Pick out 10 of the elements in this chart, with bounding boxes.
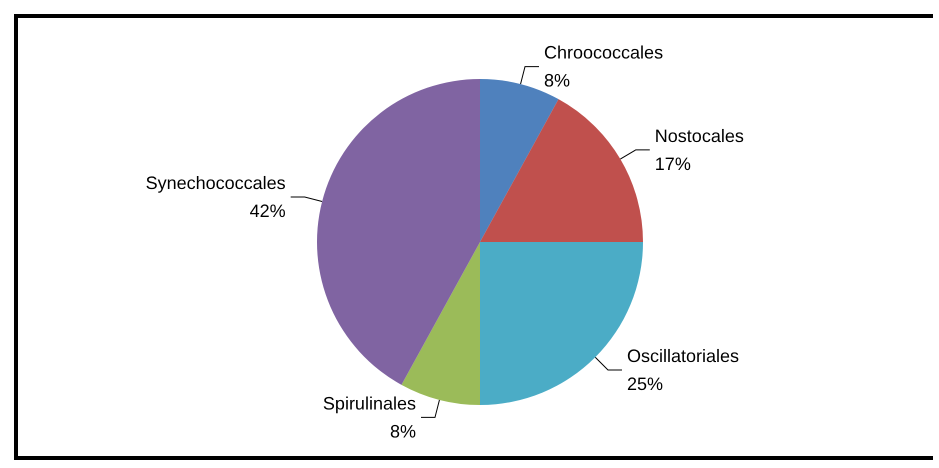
slice-label: Chroococcales: [544, 42, 664, 63]
slice-label: Nostocales: [654, 126, 744, 146]
data-label: 42%: [250, 200, 286, 221]
data-label: 17%: [654, 154, 691, 174]
slice-label: Synechococcales: [146, 172, 286, 193]
data-label: 8%: [390, 421, 416, 442]
slice-label: Spirulinales: [322, 393, 416, 414]
data-label: 25%: [626, 374, 664, 394]
slice-label: Oscillatoriales: [626, 346, 740, 366]
data-label: 8%: [544, 70, 570, 91]
